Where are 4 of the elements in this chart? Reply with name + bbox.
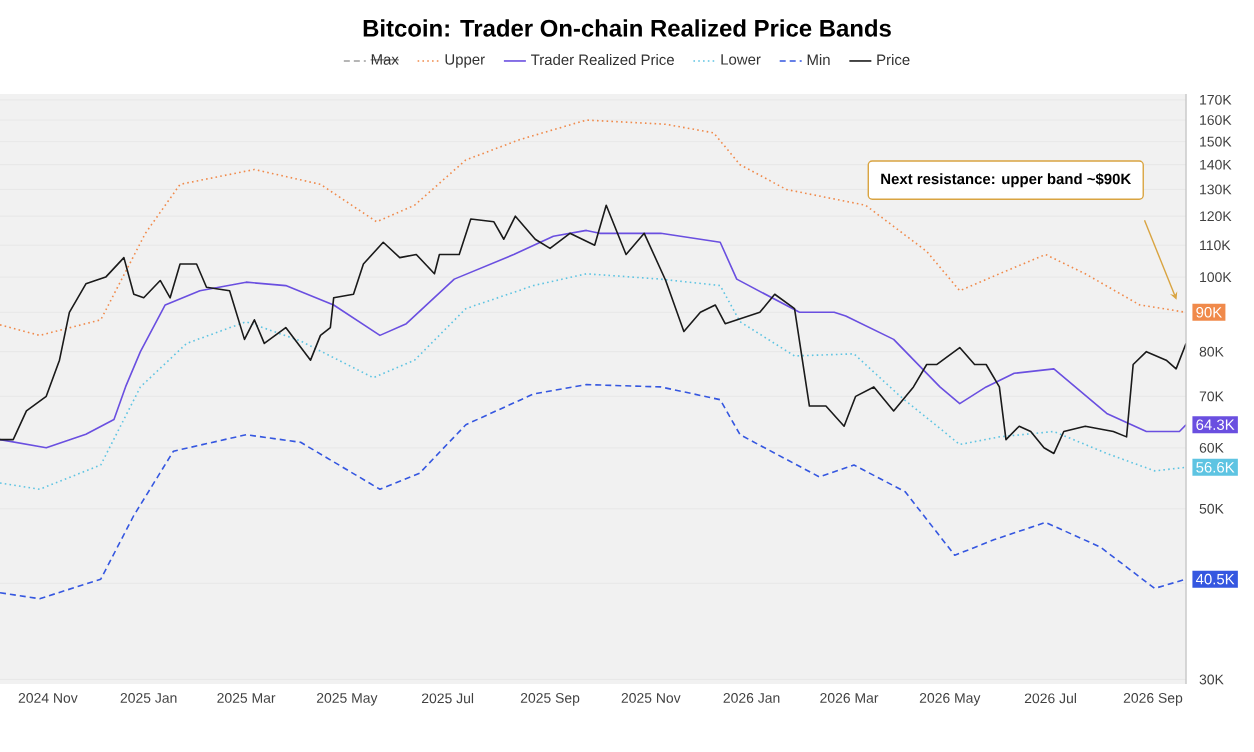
line-series bbox=[0, 119, 1187, 337]
line-series bbox=[0, 383, 1187, 600]
chart-title: Bitcoin: Trader On-chain Realized Price Bands bbox=[363, 19, 891, 37]
line-series bbox=[0, 272, 1187, 491]
